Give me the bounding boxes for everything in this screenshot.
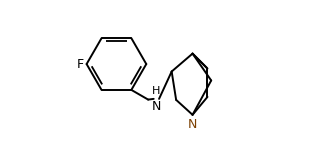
Text: H: H [152,86,161,96]
Text: N: N [152,100,161,113]
Text: N: N [188,118,197,131]
Text: F: F [77,58,84,71]
